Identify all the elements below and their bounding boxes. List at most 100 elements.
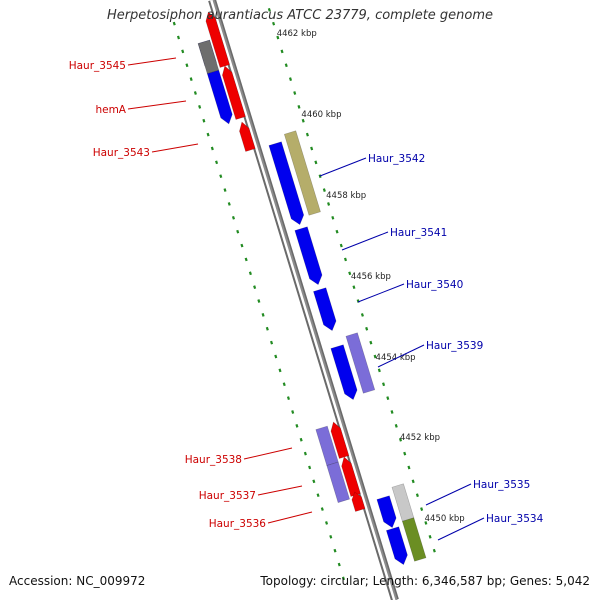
tick-mark (382, 382, 386, 387)
gene-label: hemA (95, 104, 126, 116)
backbone-core (210, 0, 397, 600)
tick-mark (248, 271, 252, 276)
reverse-gene-arrow (205, 11, 230, 68)
tick-mark (286, 396, 290, 400)
tick-mark (420, 507, 424, 511)
green-gene-arrow (401, 517, 427, 562)
tick-mark (297, 105, 301, 109)
forward-gene-arrow (268, 141, 305, 226)
label-leader-line (151, 143, 199, 153)
tick-mark (329, 534, 333, 539)
tick-mark (215, 160, 219, 165)
tick-mark (282, 382, 286, 387)
gene-label: Haur_3542 (368, 153, 425, 165)
tick-mark (331, 215, 335, 220)
purple-gene-arrow (326, 461, 350, 503)
forward-gene-arrow (313, 287, 337, 332)
scale-label: 4460 kbp (301, 110, 341, 120)
tick-mark (341, 576, 345, 581)
tick-mark (293, 91, 297, 95)
label-leader-line (437, 517, 485, 541)
label-leader-line (377, 344, 425, 368)
scale-label: 4456 kbp (351, 272, 391, 282)
reverse-gene-arrow (351, 491, 366, 512)
tick-mark (308, 465, 312, 470)
tick-mark (284, 63, 288, 68)
tick-mark (322, 188, 326, 192)
left-gene-arrow (206, 69, 233, 125)
tick-mark (407, 465, 411, 470)
scale-label: 4458 kbp (326, 191, 366, 201)
accession-text: Accession: NC_009972 (9, 574, 146, 588)
tick-mark (316, 493, 320, 498)
tick-mark (185, 63, 189, 68)
tick-mark (193, 91, 197, 95)
tick-mark (352, 285, 356, 290)
tick-mark (424, 521, 428, 525)
gene-label: Haur_3543 (93, 147, 150, 159)
tick-mark (348, 271, 352, 276)
tick-mark (270, 340, 274, 345)
tick-mark (280, 49, 284, 54)
gene-label: Haur_3545 (69, 60, 126, 72)
label-leader-line (257, 485, 303, 496)
tick-mark (274, 354, 278, 359)
gray-gene-arrow (197, 39, 220, 74)
tick-mark (386, 396, 390, 400)
tick-mark (320, 507, 324, 511)
tick-mark (288, 77, 293, 81)
tick-mark (272, 21, 276, 26)
reverse-gene-arrow (341, 456, 361, 497)
tick-mark (403, 451, 407, 456)
tick-mark (265, 326, 269, 331)
label-leader-line (341, 231, 389, 251)
tick-mark (398, 437, 403, 442)
tick-mark (176, 35, 181, 40)
gene-label: Haur_3538 (185, 454, 242, 466)
reverse-gene-arrow (330, 421, 350, 459)
label-leader-line (357, 283, 405, 303)
scale-label: 4462 kbp (277, 29, 317, 39)
label-leader-line (425, 483, 472, 506)
label-leader-line (127, 100, 187, 110)
gene-label: Haur_3541 (390, 227, 447, 239)
tick-mark (333, 548, 337, 553)
forward-gene-arrow (330, 344, 358, 401)
tick-mark (210, 146, 214, 151)
tick-mark (244, 257, 248, 262)
forward-gene-arrow (294, 226, 323, 286)
tick-mark (172, 21, 176, 26)
scale-label: 4452 kbp (400, 433, 440, 443)
tick-mark (377, 368, 381, 373)
tick-mark (253, 285, 257, 290)
label-leader-line (127, 57, 177, 66)
forward-gene-arrow (376, 495, 397, 529)
tick-mark (305, 132, 309, 137)
tick-mark (261, 313, 265, 317)
tick-mark (325, 521, 329, 525)
tick-mark (432, 548, 436, 553)
tick-mark (394, 424, 398, 428)
olive-gene-arrow (283, 130, 321, 216)
tick-mark (291, 410, 295, 414)
reverse-gene-arrow (239, 121, 256, 152)
tick-mark (369, 340, 373, 345)
tick-mark (231, 215, 235, 220)
label-leader-line (243, 447, 293, 460)
tick-mark (327, 202, 331, 206)
tick-mark (227, 202, 231, 206)
tick-mark (339, 243, 343, 248)
tick-mark (181, 49, 185, 54)
gene-label: Haur_3540 (406, 279, 463, 291)
tick-mark (303, 451, 307, 456)
genome-title: Herpetosiphon aurantiacus ATCC 23779, co… (106, 8, 494, 23)
reverse-gene-arrow (222, 65, 246, 120)
tick-mark (219, 174, 223, 179)
tick-mark (343, 257, 348, 262)
tick-mark (428, 534, 432, 539)
tick-mark (295, 423, 299, 428)
purple-gene-arrow (345, 332, 376, 394)
topology-text: Topology: circular; Length: 6,346,587 bp… (260, 574, 590, 588)
forward-gene-arrow (385, 526, 408, 566)
